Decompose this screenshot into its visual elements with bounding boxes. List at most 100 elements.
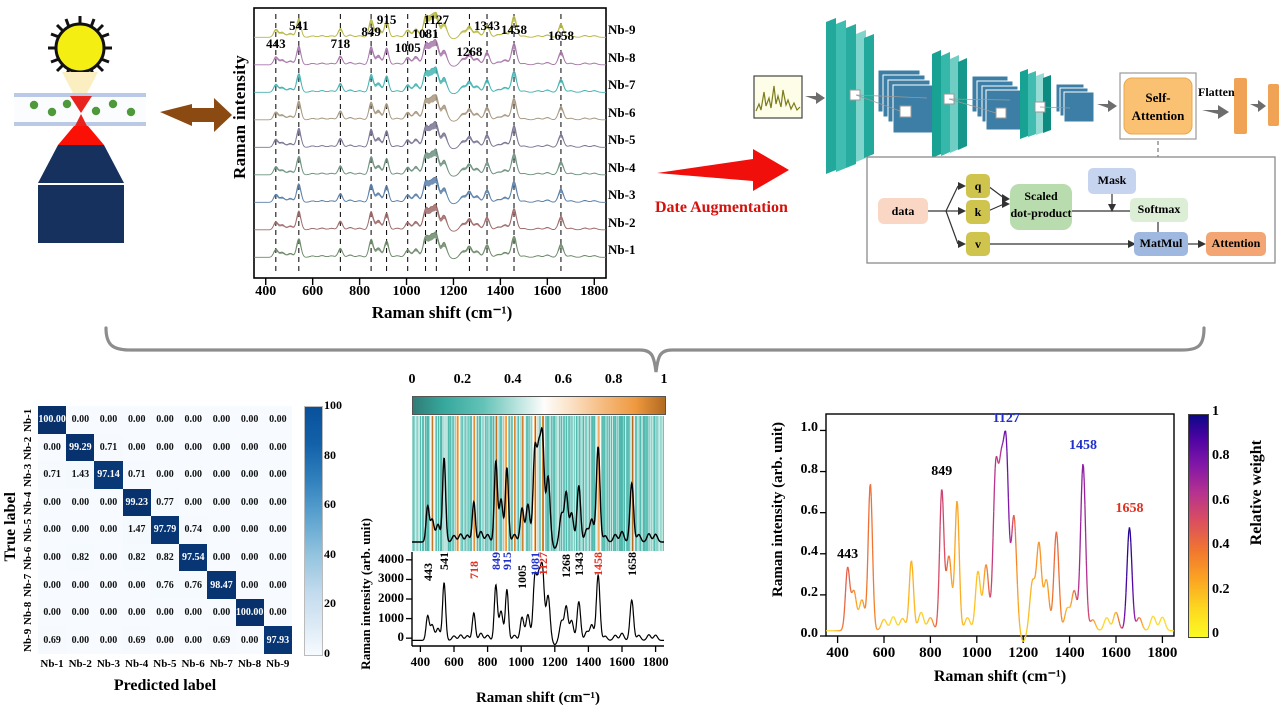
confusion-xtick-nb-9: Nb-9: [266, 658, 290, 670]
confusion-xtick-nb-3: Nb-3: [96, 658, 121, 670]
weight-colorbar-label: Relative weight: [1248, 440, 1265, 546]
heatmap-colorbar: [412, 396, 666, 415]
confusion-cell: 0.71: [38, 461, 67, 489]
confusion-cell: 0.00: [150, 626, 180, 654]
spectra-xtick: 400: [255, 284, 277, 299]
spectra-peak-label: 849: [361, 24, 381, 39]
confusion-cell: 0.00: [150, 461, 180, 489]
confusion-cell: 0.00: [207, 433, 236, 462]
spectra-peak-label: 1127: [423, 12, 449, 27]
confusion-cell: 0.00: [235, 433, 264, 462]
spectrum2-ytick: 4000: [378, 550, 404, 566]
objective-body: [38, 185, 124, 243]
confusion-xlabel: Predicted label: [113, 677, 217, 694]
heatmap-colorbar-tick: 0.2: [453, 372, 472, 387]
spectra-class-label-nb-4: Nb-4: [608, 159, 636, 175]
confusion-cell: 0.00: [150, 406, 180, 434]
spectra-curves: [254, 11, 606, 260]
spectra-peak-label: 915: [376, 12, 397, 27]
confusion-cell: 0.69: [38, 626, 67, 654]
confusion-cell: 0.00: [66, 406, 95, 434]
spectrum2-peak-541: 541: [437, 552, 452, 570]
node-mask-label: Mask: [1097, 173, 1127, 187]
spectrum2-xtick: 400: [410, 654, 431, 669]
confusion-cell: 0.76: [179, 571, 208, 599]
confusion-colorbar-tick: 60: [324, 497, 336, 512]
confusion-xtick-nb-4: Nb-4: [125, 658, 149, 670]
confusion-cell: 0.82: [66, 543, 95, 572]
red-arrow: [657, 149, 789, 191]
spectrum2-ytick: 1000: [378, 609, 404, 625]
weight-plot: [820, 413, 1175, 643]
self-attention-label-line2: Attention: [1131, 108, 1185, 123]
weight-colorbar: [1188, 414, 1209, 638]
laser-beam: [58, 126, 104, 145]
confusion-cell: 97.14: [94, 461, 123, 489]
confusion-cell: 0.00: [179, 626, 208, 654]
spectrum2-peak-915: 915: [499, 552, 514, 570]
confusion-cell: 0.00: [263, 598, 292, 627]
confusion-cell: 0.00: [122, 406, 151, 434]
confusion-cell: 0.00: [66, 488, 95, 517]
spectra-xtick: 800: [349, 284, 371, 299]
spectra-peak-label: 443: [266, 36, 286, 51]
dense-layer-2: [1268, 84, 1279, 126]
confusion-colorbar: [304, 406, 323, 656]
spectrum2-ytick: 0: [397, 629, 405, 645]
confusion-ytick-nb-1: Nb-1: [22, 408, 34, 432]
upper-laser-focus: [70, 96, 92, 113]
weight-ytick: 0.4: [800, 543, 819, 559]
node-softmax-label: Softmax: [1137, 202, 1181, 216]
spectra-xtick: 600: [302, 284, 324, 299]
confusion-cell: 0.00: [94, 406, 123, 434]
self-attention-box[interactable]: [1123, 77, 1193, 135]
node-data-label: data: [891, 204, 915, 218]
node-mask: [1088, 168, 1136, 194]
spectra-peak-label: 1343: [474, 18, 501, 33]
confusion-cell: 98.47: [207, 571, 236, 599]
sun-icon: [48, 16, 112, 80]
confusion-cell: 0.00: [94, 626, 123, 654]
confusion-cell: 0.00: [263, 488, 292, 517]
confusion-xtick-nb-2: Nb-2: [68, 658, 92, 670]
spectra-peak-label: 1005: [394, 40, 421, 55]
spectrum2-xtick: 600: [444, 654, 464, 669]
weight-xtick: 1000: [961, 645, 992, 661]
weight-ytick: 0.2: [800, 584, 819, 600]
spectrum2-xtick: 1000: [508, 654, 535, 669]
confusion-xtick-nb-5: Nb-5: [153, 658, 177, 670]
spectra-xtick: 1800: [580, 284, 609, 299]
illumination-cone: [62, 72, 98, 95]
data-augmentation-arrow: Date Augmentation: [655, 143, 850, 233]
confusion-cell: 0.00: [263, 516, 292, 544]
weight-ytick: 0.8: [800, 461, 819, 477]
node-scaled-label-line2: dot-product: [1010, 206, 1072, 220]
confusion-cell: 0.00: [66, 598, 95, 627]
confusion-cell: 0.71: [122, 461, 151, 489]
spectra-xlabel: Raman shift (cm⁻¹): [371, 303, 513, 322]
node-q-label: q: [974, 179, 982, 193]
heatmap-colorbar-tick: 0.4: [504, 372, 522, 387]
confusion-colorbar-tick: 40: [324, 546, 336, 561]
confusion-cell: 99.29: [66, 433, 95, 462]
confusion-ytick-nb-7: Nb-7: [22, 574, 34, 598]
confusion-cell: 0.00: [263, 406, 292, 434]
confusion-cell: 0.00: [94, 543, 123, 572]
weight-ytick: 0.0: [800, 626, 819, 641]
spectrum2-peak-443: 443: [420, 563, 435, 582]
confusion-cell: 0.00: [122, 433, 151, 462]
confusion-cell: 1.47: [122, 516, 151, 544]
node-matmul-label: MatMul: [1139, 236, 1183, 250]
spectrum2-peak-718: 718: [466, 560, 481, 579]
weight-peak-1127: 1127: [992, 411, 1020, 427]
weight-peak-1458: 1458: [1069, 437, 1098, 453]
node-k-label: k: [974, 205, 982, 219]
confusion-cell: 0.00: [235, 543, 264, 572]
weight-xtick: 1800: [1147, 645, 1178, 661]
confusion-cell: 0.00: [263, 433, 292, 462]
heatmap-spectrum-plot: [406, 552, 664, 652]
spectrum2-peak-1458: 1458: [591, 552, 606, 576]
weight-xlabel: Raman shift (cm⁻¹): [933, 668, 1067, 685]
weight-xtick: 1600: [1101, 645, 1131, 661]
confusion-cell: 97.93: [263, 626, 292, 654]
